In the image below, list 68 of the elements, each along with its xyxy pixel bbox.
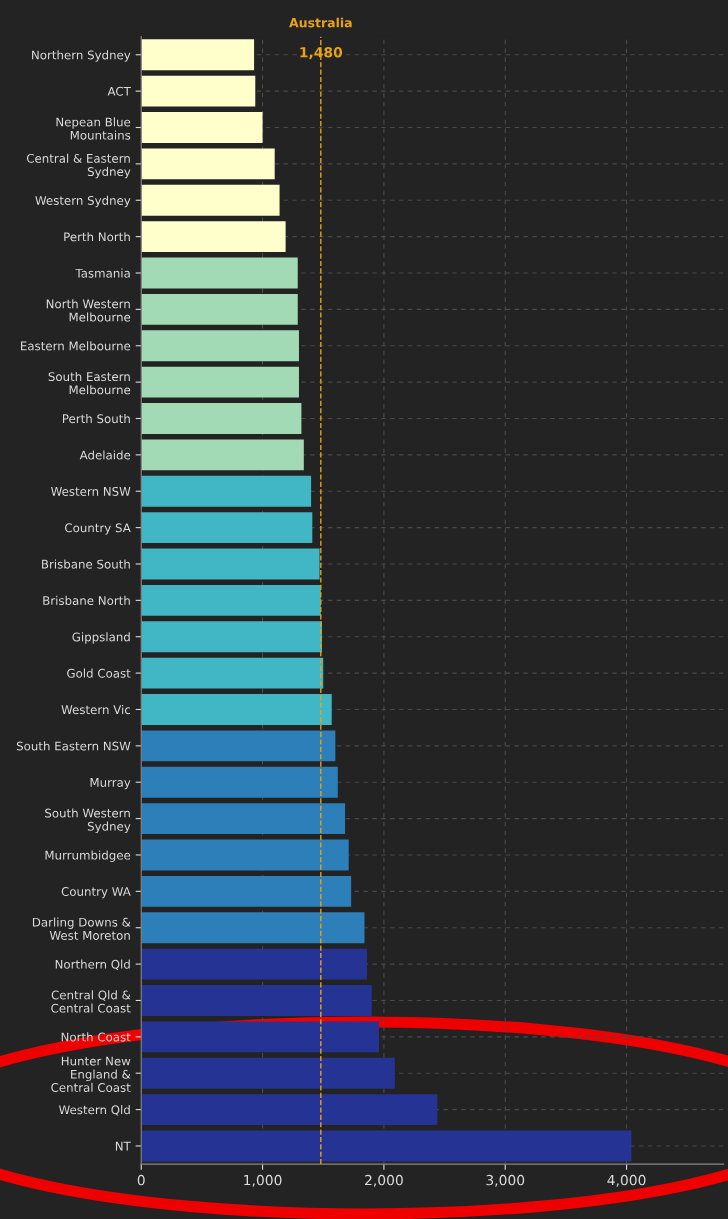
y-tick-label: Western NSW [51,486,131,496]
x-tick-label: 1,000 [244,1174,282,1187]
bar [141,221,286,253]
bar [141,766,338,798]
bar [141,475,312,507]
bar [141,548,320,580]
y-tick-label: Gold Coast [67,668,131,678]
y-tick-label: Darling Downs & West Moreton [32,917,131,940]
x-tick-label: 4,000 [607,1174,646,1187]
y-tick-label: Nepean Blue Mountains [56,117,131,140]
bar [141,948,367,980]
ref-line-label: Australia [289,17,352,28]
y-tick-label: Western Qld [58,1105,130,1116]
bar [141,839,349,871]
bar [141,1094,438,1126]
bar [141,730,336,762]
x-tick-label: 3,000 [486,1174,525,1187]
y-tick-label: Northern Qld [55,959,130,971]
y-tick-label: Country WA [61,887,131,899]
y-tick-label: Country SA [65,523,131,535]
y-tick-label: Northern Sydney [32,50,131,62]
bar [141,512,313,544]
y-tick-label: Murray [90,778,131,790]
annotation: 1,480 [300,47,343,60]
bar [141,584,321,616]
bar [141,1021,380,1053]
y-tick-label: Tasmania [75,268,130,278]
bar [141,912,365,944]
y-tick-label: Hunter New England & Central Coast [51,1056,131,1092]
y-tick-label: Central Qld & Central Coast [51,990,131,1013]
bar [141,621,323,653]
bar [141,184,280,216]
y-tick-label: South Eastern NSW [16,741,131,751]
bar [141,148,275,180]
bar [141,439,304,471]
y-tick-label: Gippsland [72,632,130,644]
bar [141,366,299,398]
y-tick-label: ACT [107,86,131,96]
x-tick-label: 0 [137,1174,145,1186]
y-tick-label: Perth North [64,232,130,242]
bar [141,1057,395,1089]
bar [141,293,298,325]
bar [141,257,298,289]
bar [141,803,346,835]
y-tick-label: NT [115,1141,131,1151]
y-tick-label: Central & Eastern Sydney [26,153,131,179]
y-tick-label: Perth South [62,414,130,424]
bar [141,75,256,107]
bar [141,330,299,362]
y-tick-label: South Western Sydney [45,808,131,834]
bar [141,694,332,725]
bar [141,875,352,907]
y-tick-label: North Western Melbourne [46,299,131,322]
y-tick-label: Brisbane South [42,559,130,569]
y-tick-label: Murrumbidgee [45,850,131,862]
bar [141,403,302,434]
x-tick-label: 2,000 [365,1174,403,1187]
bar [141,657,324,689]
y-tick-label: Brisbane North [43,595,130,606]
y-tick-label: Western Sydney [35,195,131,208]
y-tick-label: South Eastern Melbourne [48,371,131,395]
bar [141,112,263,143]
bar [141,39,255,71]
y-tick-label: Adelaide [79,450,131,460]
y-tick-label: Eastern Melbourne [21,341,131,351]
bar [141,1130,632,1162]
y-tick-label: Western Vic [61,704,131,715]
bar [141,985,372,1016]
